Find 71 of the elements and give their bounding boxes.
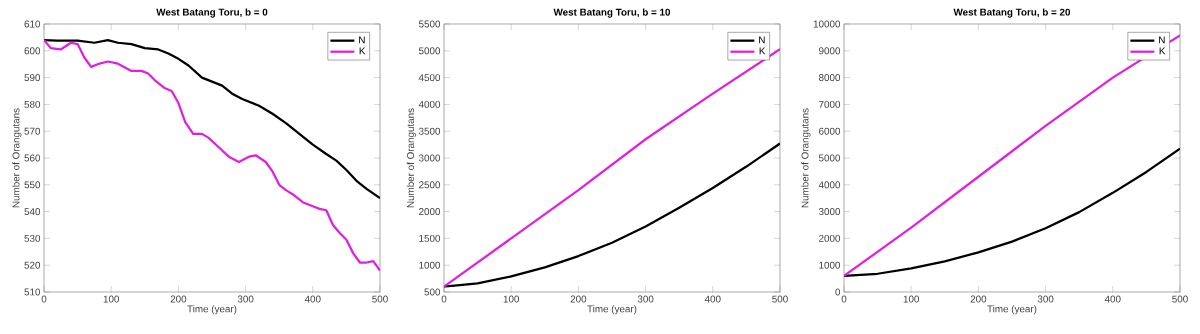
- y-tick-label: 1500: [419, 234, 441, 242]
- legend-label: N: [1159, 36, 1165, 44]
- y-tick-label: 1000: [419, 261, 441, 269]
- y-axis-title: Number of Orangutans: [12, 108, 22, 208]
- y-axis-title: Number of Orangutans: [406, 108, 416, 208]
- line-series: [444, 48, 780, 288]
- x-tick-label: 300: [637, 295, 654, 303]
- y-tick-label: 0: [835, 288, 841, 296]
- x-axis-title: Time (year): [187, 305, 237, 315]
- line-series: [844, 147, 1180, 278]
- y-tick-label: 4000: [418, 100, 441, 108]
- y-axis-title: Number of Orangutans: [801, 108, 811, 208]
- x-tick-label: 500: [1172, 295, 1188, 303]
- y-tick-label: 8000: [818, 74, 841, 82]
- y-tick-label: 5000: [818, 154, 841, 162]
- y-tick-label: 560: [24, 154, 41, 162]
- line-series: [44, 38, 381, 272]
- x-tick-label: 0: [841, 295, 847, 303]
- y-tick-label: 2000: [819, 234, 841, 242]
- x-tick-label: 400: [1104, 295, 1121, 303]
- x-axis-title: Time (year): [987, 305, 1037, 315]
- y-tick-label: 3000: [818, 208, 841, 216]
- y-tick-label: 540: [24, 208, 41, 216]
- y-tick-label: 610: [24, 20, 41, 28]
- x-tick-label: 100: [503, 295, 520, 303]
- x-tick-label: 100: [103, 295, 120, 303]
- y-tick-label: 2000: [419, 208, 441, 216]
- x-tick-label: 200: [570, 295, 587, 303]
- y-tick-label: 570: [24, 127, 41, 135]
- line-series: [444, 142, 780, 288]
- x-tick-label: 0: [41, 295, 47, 303]
- x-tick-label: 500: [772, 295, 788, 303]
- y-tick-label: 5500: [418, 20, 441, 28]
- x-tick-label: 400: [304, 295, 321, 303]
- chart-title: West Batang Toru, b = 10: [553, 8, 671, 18]
- y-tick-label: 520: [24, 261, 41, 269]
- x-tick-label: 0: [441, 295, 447, 303]
- y-tick-label: 550: [24, 181, 41, 189]
- line-series: [844, 34, 1180, 278]
- legend-label: K: [359, 47, 366, 55]
- y-tick-label: 1000: [819, 261, 841, 269]
- legend-label: K: [759, 47, 766, 55]
- x-tick-label: 300: [1037, 295, 1054, 303]
- y-tick-label: 6000: [819, 127, 841, 135]
- y-tick-label: 5000: [418, 47, 441, 55]
- x-tick-label: 200: [170, 295, 187, 303]
- legend-label: K: [1159, 47, 1166, 55]
- y-tick-label: 4000: [818, 181, 841, 189]
- y-tick-label: 2500: [419, 181, 441, 189]
- y-tick-label: 10000: [813, 20, 841, 28]
- y-tick-label: 600: [24, 47, 41, 55]
- x-axis-title: Time (year): [587, 305, 637, 315]
- y-tick-label: 530: [24, 234, 41, 242]
- y-tick-label: 500: [424, 288, 441, 296]
- y-tick-label: 4500: [418, 74, 441, 82]
- legend-label: N: [359, 36, 365, 44]
- x-tick-label: 500: [372, 295, 388, 303]
- y-tick-label: 3000: [418, 154, 441, 162]
- y-tick-label: 7000: [819, 100, 841, 108]
- legend-label: N: [759, 36, 765, 44]
- chart-title: West Batang Toru, b = 0: [156, 8, 268, 18]
- x-tick-label: 400: [704, 295, 721, 303]
- chart-title: West Batang Toru, b = 20: [953, 8, 1071, 18]
- x-tick-label: 200: [970, 295, 987, 303]
- x-tick-label: 100: [903, 295, 920, 303]
- x-tick-label: 300: [237, 295, 254, 303]
- y-tick-label: 510: [24, 288, 41, 296]
- y-tick-label: 580: [24, 100, 41, 108]
- y-tick-label: 590: [24, 74, 41, 82]
- y-tick-label: 3500: [418, 127, 441, 135]
- y-tick-label: 9000: [819, 47, 841, 55]
